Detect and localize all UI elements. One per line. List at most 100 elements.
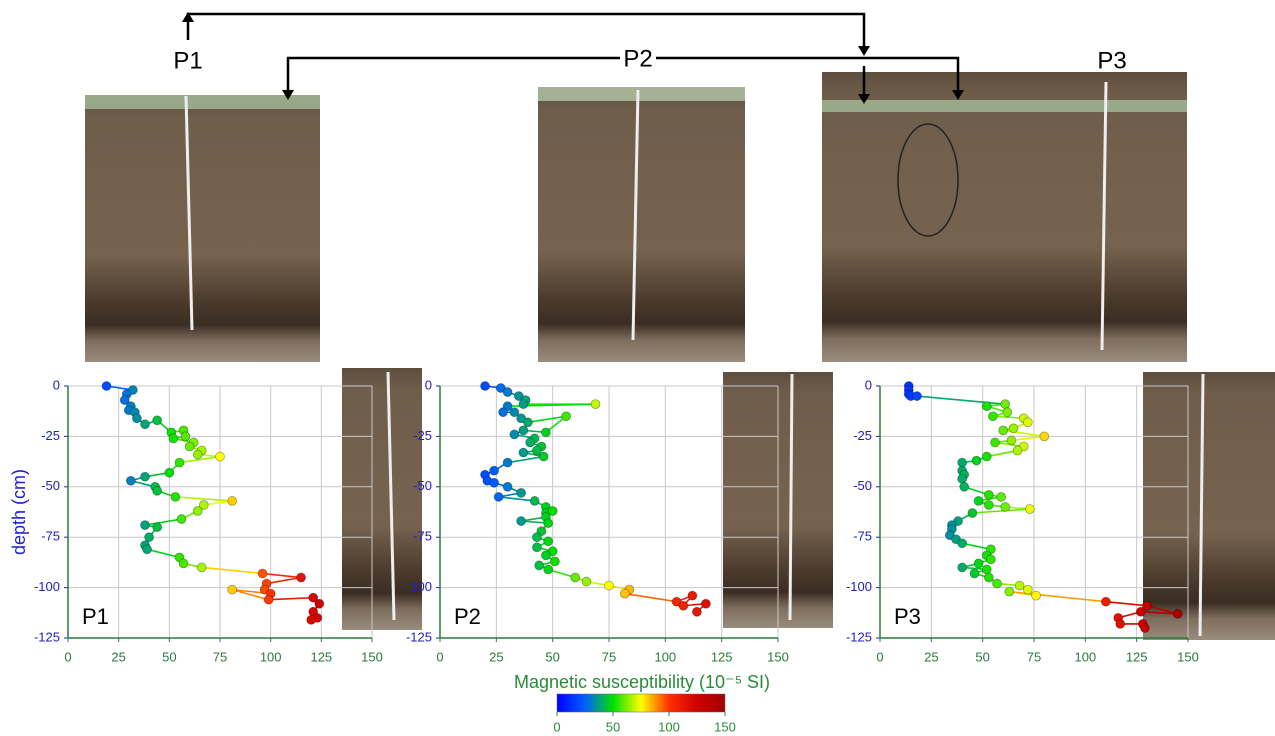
data-point [990, 438, 999, 447]
data-point [688, 591, 697, 600]
colorbar-tick-label: 0 [553, 719, 560, 734]
data-point [141, 472, 150, 481]
data-point [193, 450, 202, 459]
data-point [143, 545, 152, 554]
data-point [1101, 597, 1110, 606]
inset-photo-p3 [1143, 372, 1275, 640]
data-point [541, 551, 550, 560]
data-point [526, 438, 535, 447]
data-point [982, 565, 991, 574]
data-point [228, 585, 237, 594]
data-point [519, 400, 528, 409]
data-point [216, 452, 225, 461]
profile-segment [1009, 592, 1106, 602]
x-tick-label: 150 [767, 649, 789, 664]
colorbar-tick-label: 50 [606, 719, 620, 734]
data-point [315, 599, 324, 608]
data-point [960, 482, 969, 491]
data-point [481, 382, 490, 391]
data-point [177, 515, 186, 524]
data-point [264, 595, 273, 604]
data-point [258, 569, 267, 578]
x-tick-label: 50 [162, 649, 176, 664]
profile-segment [269, 598, 314, 600]
profile-segment [145, 519, 181, 525]
data-point [1140, 623, 1149, 632]
data-point [974, 496, 983, 505]
colorbar-tick-label: 100 [658, 719, 680, 734]
data-point [517, 517, 526, 526]
colorbar-tick-label: 150 [714, 719, 736, 734]
data-point [145, 533, 154, 542]
x-tick-label: 25 [924, 649, 938, 664]
colorbar [557, 694, 725, 712]
data-point [510, 430, 519, 439]
arrow-p2-p1 [288, 58, 620, 92]
x-tick-label: 75 [602, 649, 616, 664]
y-tick-label: -100 [406, 579, 432, 594]
y-tick-label: -75 [41, 529, 60, 544]
data-point [519, 426, 528, 435]
grass [538, 87, 745, 101]
data-point [679, 601, 688, 610]
profile-segment [202, 567, 263, 573]
data-point [494, 492, 503, 501]
y-tick-label: -100 [846, 579, 872, 594]
tape [790, 374, 792, 620]
data-point [974, 559, 983, 568]
y-tick-label: -125 [34, 629, 60, 644]
profile-segment [1003, 430, 1044, 436]
data-point [102, 382, 111, 391]
data-point [1003, 408, 1012, 417]
photo-label: P1 [173, 47, 202, 74]
data-point [1025, 504, 1034, 513]
data-point [490, 478, 499, 487]
y-tick-label: -125 [406, 629, 432, 644]
data-point [541, 428, 550, 437]
x-tick-label: 25 [489, 649, 503, 664]
data-point [181, 432, 190, 441]
data-point [1136, 607, 1145, 616]
profile-segment [917, 396, 1005, 404]
x-tick-label: 100 [654, 649, 676, 664]
x-tick-label: 25 [111, 649, 125, 664]
x-tick-label: 100 [1074, 649, 1096, 664]
x-tick-label: 75 [1027, 649, 1041, 664]
x-tick-label: 125 [310, 649, 332, 664]
data-point [958, 539, 967, 548]
data-point [1023, 418, 1032, 427]
data-point [517, 488, 526, 497]
data-point [503, 482, 512, 491]
data-point [984, 490, 993, 499]
y-tick-label: -50 [853, 478, 872, 493]
data-point [171, 492, 180, 501]
data-point [126, 476, 135, 485]
panel-label: P3 [894, 604, 921, 629]
data-point [523, 418, 532, 427]
x-tick-label: 50 [975, 649, 989, 664]
data-point [153, 523, 162, 532]
x-tick-label: 0 [436, 649, 443, 664]
y-axis-label: depth (cm) [9, 469, 29, 555]
x-tick-label: 125 [1126, 649, 1148, 664]
data-point [141, 521, 150, 530]
data-point [179, 559, 188, 568]
photo-label: P2 [623, 45, 652, 72]
profile-segment [147, 549, 179, 557]
data-point [297, 573, 306, 582]
data-point [153, 416, 162, 425]
y-tick-label: -75 [853, 529, 872, 544]
data-point [591, 400, 600, 409]
data-point [582, 577, 591, 586]
data-point [1032, 591, 1041, 600]
y-tick-label: -75 [413, 529, 432, 544]
profile-segment [508, 457, 544, 463]
data-point [539, 452, 548, 461]
y-tick-label: 0 [425, 377, 432, 392]
data-point [958, 458, 967, 467]
x-tick-label: 0 [64, 649, 71, 664]
data-point [193, 506, 202, 515]
y-tick-label: -50 [413, 478, 432, 493]
y-tick-label: -125 [846, 629, 872, 644]
photo-label: P3 [1097, 47, 1126, 74]
